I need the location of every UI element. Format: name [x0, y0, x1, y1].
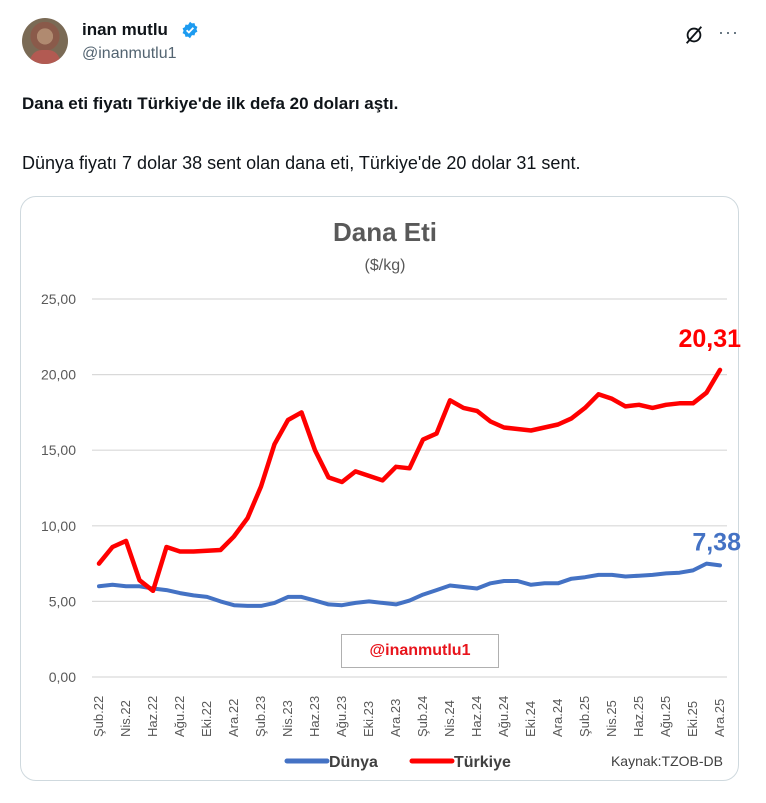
chart-watermark: @inanmutlu1: [341, 634, 499, 668]
x-tick-label: Eki.24: [523, 701, 538, 737]
legend-label: Türkiye: [454, 754, 511, 771]
y-tick-label: 10,00: [41, 518, 76, 534]
tweet-text-body: Dünya fiyatı 7 dolar 38 sent olan dana e…: [22, 153, 581, 173]
x-tick-label: Eki.22: [199, 701, 214, 737]
x-tick-label: Eki.25: [685, 701, 700, 737]
x-tick-label: Ara.23: [388, 699, 403, 737]
y-tick-label: 25,00: [41, 291, 76, 307]
series-line-turkiye: [96, 367, 723, 594]
chart-image-card[interactable]: [20, 196, 739, 781]
y-tick-label: 5,00: [49, 593, 76, 609]
x-tick-label: Haz.25: [631, 696, 646, 737]
y-tick-label: 15,00: [41, 442, 76, 458]
x-tick-label: Nis.23: [280, 700, 295, 737]
grok-icon[interactable]: [683, 24, 705, 46]
verified-badge-icon: [182, 21, 198, 39]
y-tick-label: 20,00: [41, 367, 76, 383]
end-value-label: 7,38: [692, 528, 741, 556]
x-tick-label: Ara.24: [550, 699, 565, 737]
x-tick-label: Ara.25: [712, 699, 727, 737]
end-value-label: 20,31: [678, 325, 741, 353]
x-tick-label: Ağu.23: [334, 696, 349, 737]
x-tick-label: Haz.23: [307, 696, 322, 737]
x-tick-label: Şub.23: [253, 696, 268, 737]
x-tick-label: Haz.22: [145, 696, 160, 737]
x-tick-label: Şub.22: [91, 696, 106, 737]
chart-source: Kaynak:TZOB-DB: [611, 753, 723, 769]
series-line-dunya: [97, 561, 722, 608]
x-tick-label: Ara.22: [226, 699, 241, 737]
more-icon[interactable]: ···: [718, 22, 739, 42]
x-tick-label: Haz.24: [469, 696, 484, 737]
author-handle[interactable]: @inanmutlu1: [82, 45, 177, 62]
avatar[interactable]: [22, 18, 68, 64]
x-tick-label: Nis.22: [118, 700, 133, 737]
x-tick-label: Şub.25: [577, 696, 592, 737]
chart-title: Dana Eti: [333, 217, 437, 247]
x-tick-label: Ağu.22: [172, 696, 187, 737]
x-tick-label: Şub.24: [415, 696, 430, 737]
chart-subtitle: ($/kg): [365, 257, 406, 274]
x-tick-label: Ağu.25: [658, 696, 673, 737]
x-tick-label: Nis.24: [442, 700, 457, 737]
x-tick-label: Nis.25: [604, 700, 619, 737]
legend-label: Dünya: [329, 754, 378, 771]
y-tick-label: 0,00: [49, 669, 76, 685]
author-name[interactable]: inan mutlu: [82, 20, 168, 39]
x-tick-label: Ağu.24: [496, 696, 511, 737]
x-tick-label: Eki.23: [361, 701, 376, 737]
tweet-text-headline: Dana eti fiyatı Türkiye'de ilk defa 20 d…: [22, 94, 399, 113]
